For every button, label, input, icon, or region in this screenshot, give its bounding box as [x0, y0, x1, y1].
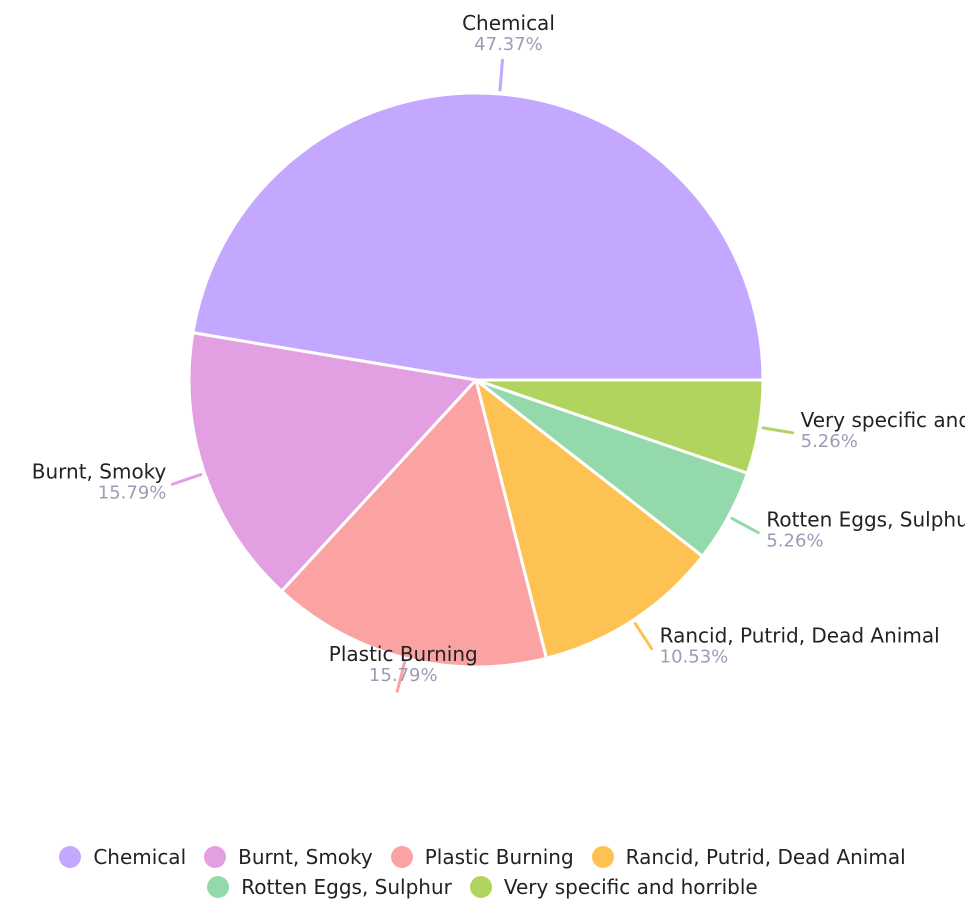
slice-label-burnt-smoky: Burnt, Smoky: [32, 459, 167, 483]
legend-swatch-burnt-smoky: [204, 846, 227, 868]
leader-line-burnt-smoky: [170, 473, 203, 486]
legend-label-chemical: Chemical: [93, 845, 187, 869]
slice-value-chemical: 47.37%: [474, 34, 543, 55]
leader-lines: [170, 58, 795, 693]
legend-row-2: Rotten Eggs, Sulphur Very specific and h…: [0, 872, 965, 902]
slice-label-chemical: Chemical: [462, 11, 555, 35]
slice-value-rotten-eggs-sulphur: 5.26%: [766, 531, 823, 552]
leader-line-plastic-burning: [395, 660, 407, 693]
pie-slice-plastic-burning[interactable]: [280, 378, 548, 669]
legend: Chemical Burnt, Smoky Plastic Burning Ra…: [0, 842, 965, 902]
pie-slice-rancid-putrid-dead-animal[interactable]: [474, 378, 705, 660]
slice-label-very-specific-and-horrible: Very specific and horrible: [801, 408, 965, 432]
slice-value-very-specific-and-horrible: 5.26%: [801, 431, 858, 452]
slice-label-rancid-putrid-dead-animal: Rancid, Putrid, Dead Animal: [660, 624, 940, 648]
legend-swatch-plastic-burning: [390, 846, 413, 868]
pie-slice-very-specific-and-horrible[interactable]: [474, 378, 765, 475]
legend-item-rancid[interactable]: Rancid, Putrid, Dead Animal: [591, 845, 906, 869]
legend-label-burnt-smoky: Burnt, Smoky: [238, 845, 373, 869]
legend-item-rotten-eggs[interactable]: Rotten Eggs, Sulphur: [207, 875, 452, 899]
leader-line-chemical: [498, 58, 504, 92]
slice-value-burnt-smoky: 15.79%: [98, 482, 167, 503]
slice-value-plastic-burning: 15.79%: [369, 665, 438, 686]
leader-line-rancid-putrid-dead-animal: [633, 622, 654, 651]
legend-label-rancid: Rancid, Putrid, Dead Animal: [625, 845, 906, 869]
legend-label-plastic-burning: Plastic Burning: [424, 845, 574, 869]
legend-label-rotten-eggs: Rotten Eggs, Sulphur: [241, 875, 452, 899]
legend-swatch-very-specific: [469, 876, 492, 898]
legend-item-plastic-burning[interactable]: Plastic Burning: [390, 845, 574, 869]
leader-line-very-specific-and-horrible: [761, 426, 795, 435]
legend-label-very-specific: Very specific and horrible: [503, 875, 758, 899]
pie-slices: [187, 91, 765, 669]
leader-line-rotten-eggs-sulphur: [730, 516, 760, 535]
slice-value-rancid-putrid-dead-animal: 10.53%: [660, 647, 729, 668]
slice-label-rotten-eggs-sulphur: Rotten Eggs, Sulphur: [766, 508, 965, 532]
legend-item-burnt-smoky[interactable]: Burnt, Smoky: [204, 845, 373, 869]
legend-item-very-specific[interactable]: Very specific and horrible: [469, 875, 758, 899]
legend-item-chemical[interactable]: Chemical: [59, 845, 186, 869]
slice-label-plastic-burning: Plastic Burning: [329, 642, 478, 666]
legend-swatch-rancid: [591, 846, 614, 868]
legend-swatch-chemical: [59, 846, 82, 868]
pie-slice-chemical[interactable]: [191, 91, 765, 382]
legend-row-1: Chemical Burnt, Smoky Plastic Burning Ra…: [0, 842, 965, 872]
pie-slice-burnt-smoky[interactable]: [187, 331, 478, 593]
legend-swatch-rotten-eggs: [207, 876, 230, 898]
